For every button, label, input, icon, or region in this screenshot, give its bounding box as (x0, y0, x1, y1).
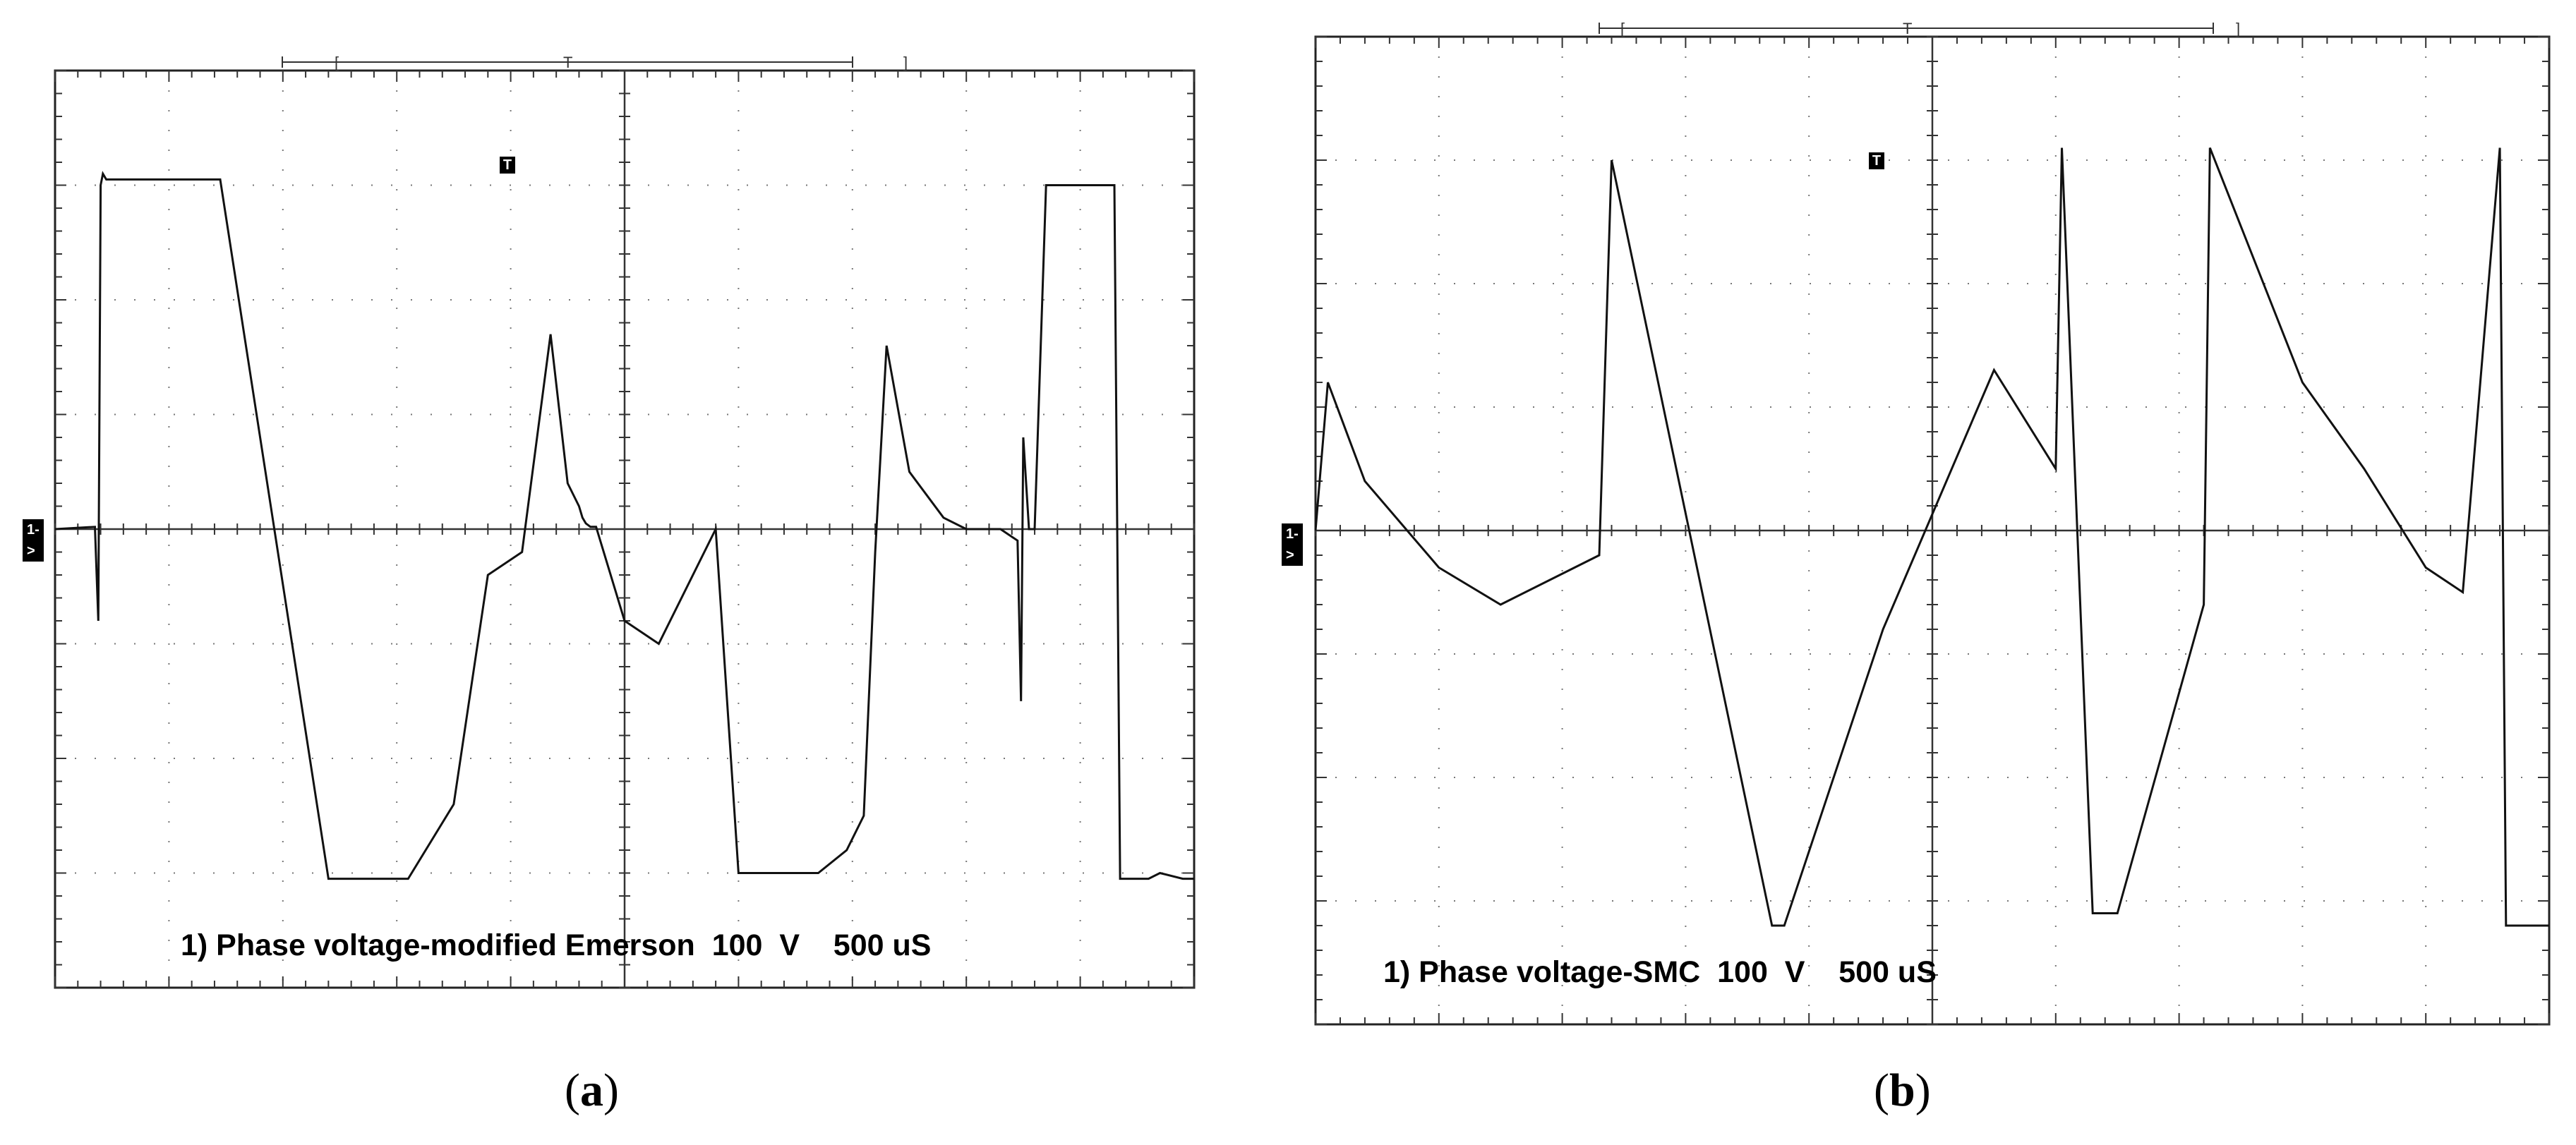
trigger-marker-b: T (1869, 152, 1884, 169)
trigger-marker-a: T (500, 157, 515, 174)
channel-1-ground-marker-b: 1-> (1282, 523, 1303, 566)
panel-label-a: (a) (565, 1065, 619, 1116)
panel-label-b: (b) (1874, 1065, 1931, 1116)
timebase-label: T (1903, 20, 1912, 37)
panel-letter-a: a (579, 1065, 603, 1116)
timebase-bracket-left: [ (335, 54, 339, 71)
caption-b: 1) Phase voltage-SMC 100 V 500 uS (1383, 955, 1937, 989)
timebase-bracket-right: ] (2236, 20, 2240, 37)
caption-a: 1) Phase voltage-modified Emerson 100 V … (181, 928, 932, 962)
panel-letter-b: b (1889, 1065, 1915, 1116)
timebase-label: T (563, 54, 572, 71)
trace-series-0 (1314, 147, 2549, 927)
trace-series-0 (54, 171, 1194, 880)
timebase-bracket-right: ] (903, 54, 908, 71)
timebase-bracket-left: [ (1620, 20, 1625, 37)
channel-1-ground-marker-a: 1-> (23, 519, 44, 562)
